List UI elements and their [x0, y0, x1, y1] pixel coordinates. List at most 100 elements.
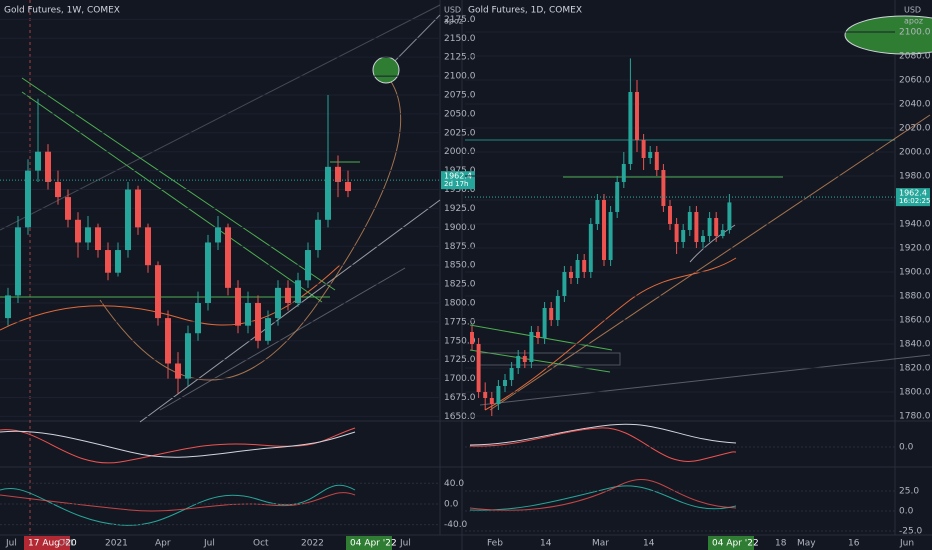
candle-body [165, 318, 171, 364]
candle-body [255, 302, 261, 341]
osc-tick-label: -40.0 [444, 520, 468, 530]
last-price-tag [896, 188, 930, 207]
y-tick-label: 2000.0 [899, 148, 931, 158]
y-tick-label: 1775.0 [444, 317, 476, 327]
y-tick-label: 2050.0 [444, 109, 476, 119]
x-tick-label: 04 Apr '22 [350, 539, 397, 549]
candle-body [562, 272, 567, 296]
x-label-highlight [708, 536, 754, 550]
y-tick-label: 1725.0 [444, 355, 476, 365]
candle-body [714, 218, 719, 236]
target-ellipse [844, 15, 932, 55]
candle-body [295, 280, 301, 303]
y-tick-label: 2100.0 [899, 28, 931, 38]
candle-body [305, 250, 311, 281]
x-tick-label: Jul [399, 539, 411, 549]
y-tick-label: 2000.0 [444, 147, 476, 157]
candle-body [569, 272, 573, 278]
trend-line [21, 77, 336, 291]
candle-body [265, 318, 271, 341]
candle-body [608, 212, 613, 260]
channel-line [469, 324, 613, 351]
y-tick-label: 2125.0 [444, 53, 476, 63]
candle-body [476, 344, 481, 392]
osc-tick-label: 40.0 [444, 479, 464, 489]
candle-body [285, 287, 291, 303]
osc-tick-label: -25.0 [899, 527, 923, 537]
y-tick-label: 2020.0 [899, 124, 931, 134]
candle-body [509, 368, 514, 380]
trend-line [159, 267, 406, 411]
right-drawings [465, 15, 932, 511]
x-tick-label: May [797, 539, 816, 549]
x-label-highlight [24, 536, 70, 550]
candle-body [575, 260, 580, 278]
oscillator-line [469, 423, 737, 446]
candle-body [582, 260, 587, 272]
last-price-label: 1962.4 [444, 172, 472, 181]
candle-body [35, 151, 41, 171]
x-tick-label: Jul [5, 539, 17, 549]
candle-body [55, 181, 61, 198]
x-tick-label: Oct [58, 539, 74, 549]
y-tick-label: 1940.0 [899, 220, 931, 230]
y-tick-label: 2025.0 [444, 128, 476, 138]
candle-body [542, 308, 547, 338]
currency: USD [904, 6, 921, 15]
countdown: 2d 17h [444, 180, 468, 188]
candle-body [125, 189, 131, 251]
candle-body [215, 227, 221, 243]
x-tick-label: Mar [592, 539, 609, 549]
candle-body [65, 197, 71, 220]
candle-body [325, 166, 331, 220]
osc-tick-label: 0.0 [444, 499, 459, 509]
x-label-highlight [346, 536, 392, 550]
chart-title: Gold Futures, 1D, COMEX [468, 6, 582, 16]
y-tick-label: 1900.0 [899, 268, 931, 278]
x-tick-label: Jul [203, 539, 215, 549]
candle-body [503, 380, 507, 386]
y-tick-label: 1840.0 [899, 340, 931, 350]
candle-body [15, 227, 21, 296]
candle-body [496, 386, 501, 404]
candle-body [489, 398, 494, 404]
y-tick-label: 1800.0 [444, 298, 476, 308]
candle-body [720, 230, 725, 236]
candle-body [641, 140, 646, 158]
candle-body [668, 206, 672, 224]
y-tick-label: 1920.0 [899, 244, 931, 254]
trend-line [0, 4, 441, 231]
y-tick-label: 1820.0 [899, 364, 931, 374]
candle-body [727, 202, 732, 230]
candle-body [654, 152, 659, 170]
y-tick-label: 2100.0 [444, 72, 476, 82]
trend-line [139, 199, 441, 423]
x-tick-label: 16 [848, 539, 860, 549]
y-tick-label: 1880.0 [899, 292, 931, 302]
y-tick-label: 1980.0 [899, 172, 931, 182]
candle-body [95, 227, 101, 251]
candle-body [628, 92, 633, 164]
y-tick-label: 1860.0 [899, 316, 931, 326]
y-tick-label: 2175.0 [444, 15, 476, 25]
candle-body [175, 363, 181, 379]
y-tick-label: 1780.0 [899, 412, 931, 422]
candle-body [345, 181, 351, 192]
oscillator-line [469, 485, 737, 511]
scale-mode: apoz [444, 17, 463, 26]
y-tick-label: 2150.0 [444, 34, 476, 44]
candle-body [707, 218, 712, 236]
candle-body [315, 219, 321, 251]
candle-body [648, 152, 653, 158]
last-price-label: 1962.4 [899, 189, 927, 198]
osc-tick-label: 0.0 [899, 507, 914, 517]
chart-title: Gold Futures, 1W, COMEX [4, 6, 120, 16]
candle-body [5, 295, 11, 319]
y-tick-label: 1750.0 [444, 336, 476, 346]
scale-mode: apoz [904, 17, 923, 26]
candle-body [687, 212, 692, 230]
y-tick-label: 1700.0 [444, 374, 476, 384]
x-tick-label: Feb [487, 539, 503, 549]
candle-body [588, 224, 593, 272]
x-tick-label: 17 Aug '20 [28, 539, 77, 549]
